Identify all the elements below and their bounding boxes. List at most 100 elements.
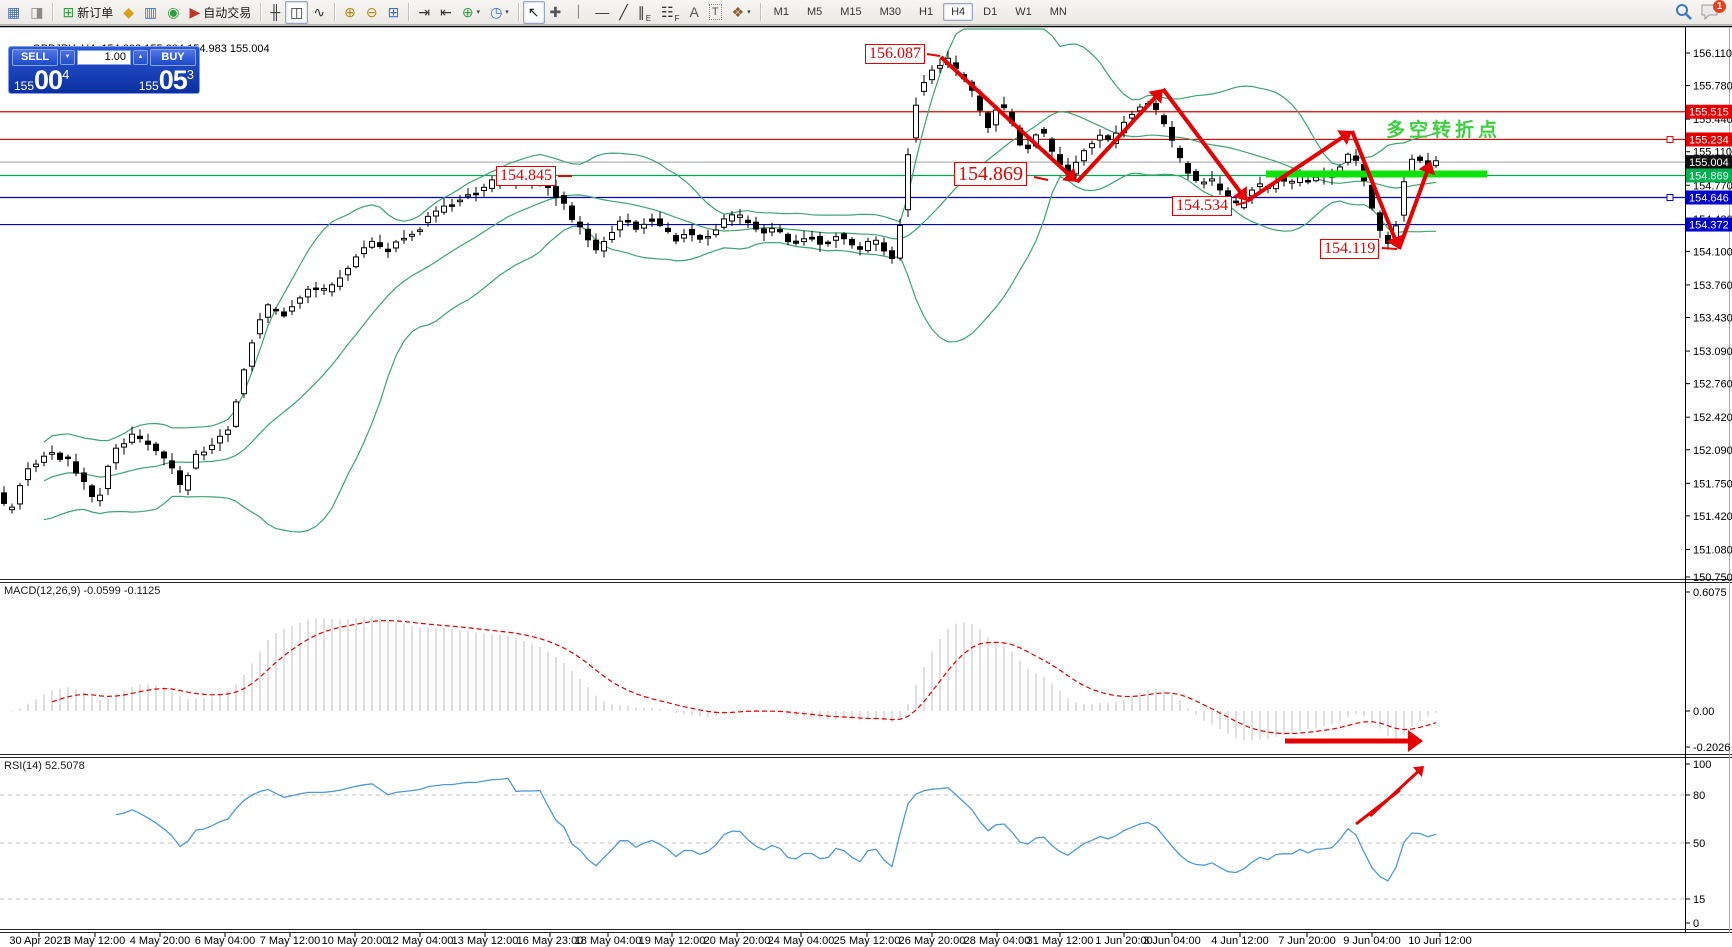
volume-input[interactable]: 1.00 [77, 50, 131, 65]
price-tick-label: 151.750 [1693, 478, 1732, 490]
trend-zigzag-arrow[interactable] [1075, 92, 1160, 184]
rsi-trend-arrow[interactable] [1368, 768, 1422, 818]
line-chart-button[interactable]: ∿ [308, 1, 330, 24]
auto-scroll-button[interactable]: ⇥ [413, 1, 435, 24]
price-annotation-label[interactable]: 154.119 [1320, 239, 1380, 259]
bull-candle [465, 194, 471, 197]
vertical-line-button[interactable]: ｜ [566, 1, 590, 24]
trend-zigzag-arrow-head[interactable] [1062, 167, 1077, 182]
toolbar: ▦ ◨ ⊞ 新订单 ◆ ▥ ◉ ▶ 自动交易 ╫ ◫ ∿ ⊕ ⊖ ⊞ ⇥ ⇤ ⊕ ▾ ◷ ▾ ↖ ✚ ｜ — ╱ ∥ E ☷ F A T ❖ ▾ M… [0, 0, 1732, 25]
signals-button[interactable]: ◉ [162, 1, 184, 24]
timeframe-m30-button[interactable]: M30 [879, 6, 902, 18]
rsi-pane[interactable] [0, 758, 1685, 930]
history-center-button[interactable]: ◆ [118, 1, 139, 24]
timeframe-mn-button[interactable]: MN [1049, 6, 1067, 18]
indicators-dropdown-icon[interactable]: ▾ [476, 9, 481, 16]
trend-zigzag-arrow-head[interactable] [1418, 161, 1436, 176]
fibonacci-button[interactable]: ☷ F [656, 1, 684, 24]
periods-button[interactable]: ◷ ▾ [485, 1, 514, 24]
macd-trend-arrow-head[interactable] [1408, 730, 1423, 752]
trend-zigzag-arrow-head[interactable] [1232, 186, 1247, 201]
trend-zigzag-arrow[interactable] [1350, 130, 1399, 244]
bar-chart-icon: ╫ [270, 4, 281, 20]
data-window-button[interactable]: ▥ [139, 1, 162, 24]
chart-shift-button[interactable]: ⇤ [435, 1, 457, 24]
timeframe-h1-button[interactable]: H1 [919, 6, 934, 18]
label-connector-tick [1381, 247, 1398, 250]
sell-button[interactable]: SELL [12, 49, 58, 66]
bar-chart-button[interactable]: ╫ [265, 1, 285, 24]
time-tick-label: 18 May 04:00 [575, 935, 642, 947]
trend-zigzag-arrow[interactable] [1245, 133, 1348, 203]
time-tick-label: 31 May 12:00 [1027, 935, 1094, 947]
trend-zigzag-arrow-head[interactable] [1148, 89, 1163, 104]
profiles-button[interactable]: ◨ [25, 1, 48, 24]
notifications-icon[interactable]: 1 [1700, 0, 1726, 22]
bear-candle [89, 485, 95, 498]
trend-zigzag-arrow-head[interactable] [1337, 130, 1352, 145]
bull-candle [1345, 153, 1351, 163]
bull-candle [721, 218, 727, 228]
time-tick-label: 19 May 12:00 [639, 935, 706, 947]
bull-candle [905, 154, 911, 211]
text-button[interactable]: A [685, 1, 704, 24]
rsi-trend-arrow-head[interactable] [1412, 766, 1424, 777]
bear-candle [1105, 135, 1111, 141]
buy-button[interactable]: BUY [150, 49, 196, 66]
volume-up-button[interactable]: ▲ [133, 50, 148, 65]
tile-windows-button[interactable]: ⊞ [383, 1, 405, 24]
timeframe-h4-button[interactable]: H4 [943, 3, 974, 21]
search-icon[interactable] [1674, 2, 1694, 22]
trend-zigzag-arrow[interactable] [1397, 167, 1431, 250]
trend-zigzag-arrow[interactable] [1161, 87, 1245, 197]
timeframe-m15-button[interactable]: M15 [840, 6, 862, 18]
timeframe-w1-button[interactable]: W1 [1015, 6, 1032, 18]
arrows-dropdown-icon[interactable]: ▾ [747, 9, 751, 16]
equidistant-channel-button[interactable]: ∥ E [633, 1, 656, 24]
price-annotation-label[interactable]: 154.534 [1172, 196, 1232, 216]
note-text-annotation[interactable]: 多空转折点 [1386, 120, 1502, 141]
main-chart-pane[interactable] [0, 27, 1685, 580]
time-tick-label: 1 Jun 20:00 [1095, 935, 1153, 947]
arrows-button[interactable]: ❖ ▾ [727, 1, 756, 24]
price-annotation-label[interactable]: 156.087 [865, 44, 925, 64]
horizontal-line-button[interactable]: — [590, 1, 614, 24]
zoom-out-button[interactable]: ⊖ [361, 1, 383, 24]
bear-candle [673, 235, 679, 242]
crosshair-button[interactable]: ✚ [545, 1, 567, 24]
history-center-icon: ◆ [123, 4, 134, 20]
new-chart-button[interactable]: ▦ [2, 1, 25, 24]
trend-zigzag-arrow[interactable] [939, 55, 1074, 179]
new-order-button[interactable]: ⊞ 新订单 [57, 1, 118, 24]
line-drag-handle[interactable] [1666, 135, 1674, 143]
candlestick-chart-button[interactable]: ◫ [285, 0, 309, 24]
sell-price[interactable]: 155 00 4 [12, 67, 71, 94]
price-annotation-label[interactable]: 154.845 [496, 166, 556, 186]
price-tick-label: 154.100 [1693, 246, 1732, 258]
bull-candle [193, 453, 199, 469]
macd-pane[interactable] [0, 583, 1685, 755]
bear-candle [553, 186, 559, 199]
time-tick-label: 16 May 23:00 [517, 935, 584, 947]
bear-candle [1153, 102, 1159, 110]
timeframe-m5-button[interactable]: M5 [806, 6, 823, 18]
cursor-button[interactable]: ↖ [522, 0, 545, 24]
periods-dropdown-icon[interactable]: ▾ [505, 9, 509, 16]
bull-candle [361, 247, 367, 255]
text-label-button[interactable]: T [704, 1, 727, 24]
price-annotation-label[interactable]: 154.869 [954, 162, 1027, 186]
line-drag-handle[interactable] [1666, 193, 1674, 201]
timeframe-d1-button[interactable]: D1 [983, 6, 998, 18]
auto-trading-button[interactable]: ▶ 自动交易 [184, 1, 256, 24]
bear-candle [449, 204, 455, 207]
trendline-button[interactable]: ╱ [614, 1, 632, 24]
volume-down-button[interactable]: ▼ [60, 50, 75, 65]
vertical-line-icon: ｜ [571, 4, 586, 20]
bull-candle [681, 234, 687, 239]
indicators-button[interactable]: ⊕ ▾ [457, 1, 485, 24]
timeframe-m1-button[interactable]: M1 [773, 6, 789, 18]
zoom-in-button[interactable]: ⊕ [339, 1, 361, 24]
buy-price[interactable]: 155 05 3 [137, 67, 196, 94]
toolbar-separator [334, 3, 336, 21]
